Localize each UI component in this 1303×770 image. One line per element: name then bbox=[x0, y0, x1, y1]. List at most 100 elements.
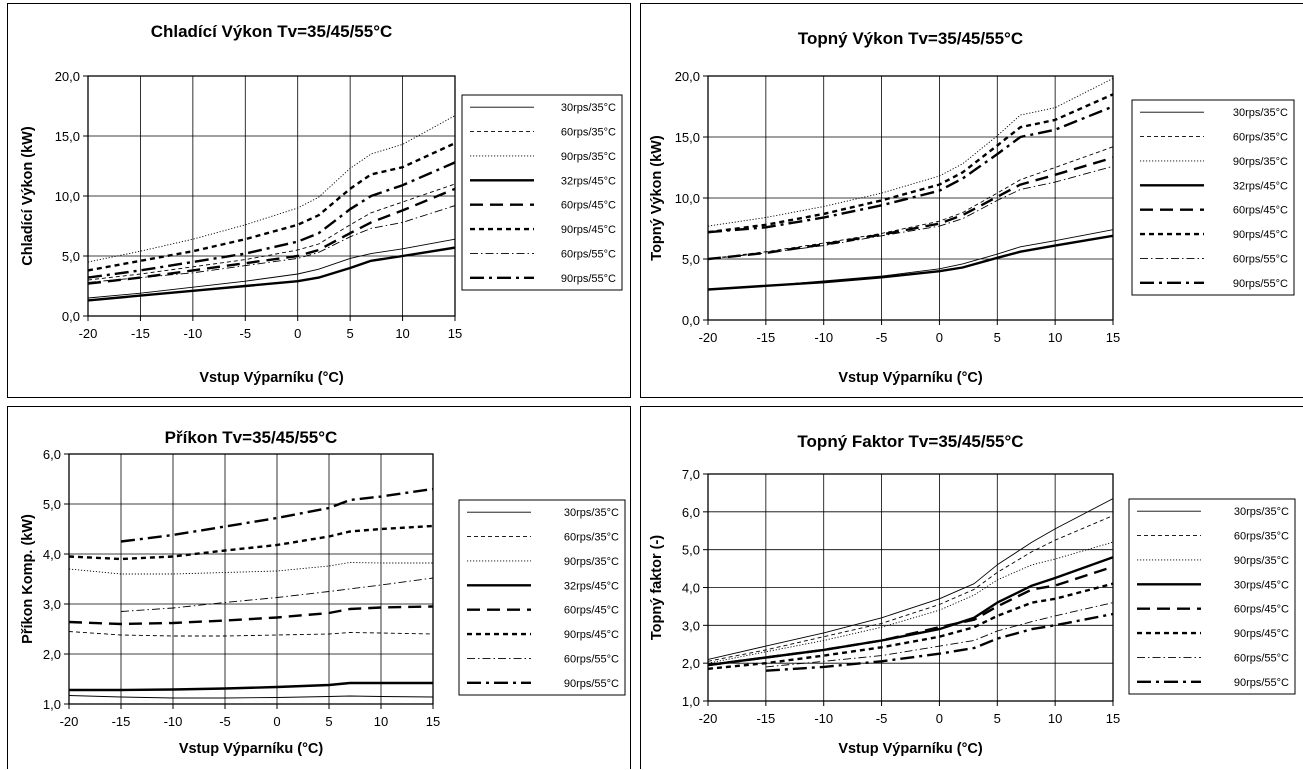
legend-label: 60rps/55°C bbox=[1234, 652, 1289, 664]
series-line-2 bbox=[88, 183, 455, 281]
x-tick-label: -15 bbox=[756, 711, 775, 726]
chart-title: Topný Výkon Tv=35/45/55°C bbox=[798, 29, 1023, 48]
x-tick-label: 5 bbox=[994, 330, 1001, 345]
legend-label: 90rps/55°C bbox=[1234, 677, 1289, 689]
y-tick-label: 1,0 bbox=[43, 697, 61, 712]
legend-label: 60rps/55°C bbox=[1233, 253, 1288, 265]
chart-heating-capacity: Topný Výkon Tv=35/45/55°C -20 -15 -10 -5 0 5 10… bbox=[649, 29, 1295, 386]
legend-label: 90rps/55°C bbox=[1233, 278, 1288, 290]
legend-label: 30rps/35°C bbox=[564, 507, 619, 519]
x-tick-label: 15 bbox=[1106, 330, 1120, 345]
x-tick-label: -20 bbox=[699, 330, 718, 345]
chart-panel-power-input: Příkon Tv=35/45/55°C -20 -15 -10 -5 0 5 10 15 1,0… bbox=[7, 406, 631, 769]
x-tick-label: 15 bbox=[426, 714, 440, 729]
legend-label: 90rps/45°C bbox=[564, 629, 619, 641]
chart-title: Chladící Výkon Tv=35/45/55°C bbox=[151, 22, 393, 41]
x-axis-label: Vstup Výparníku (°C) bbox=[199, 370, 344, 386]
legend-label: 90rps/35°C bbox=[1234, 555, 1289, 567]
x-tick-label: -10 bbox=[164, 714, 183, 729]
legend-label: 60rps/55°C bbox=[564, 653, 619, 665]
x-tick-label: 10 bbox=[1048, 711, 1062, 726]
legend-label: 30rps/35°C bbox=[561, 102, 616, 114]
chart-panel-cooling-capacity: Chladící Výkon Tv=35/45/55°C -20 -15 -10 -5 0… bbox=[7, 3, 631, 398]
y-tick-label: 5,0 bbox=[43, 497, 61, 512]
series-line-6 bbox=[708, 93, 1113, 234]
legend-box bbox=[461, 94, 623, 291]
legend-label: 90rps/45°C bbox=[1233, 229, 1288, 241]
chart-cop: Topný Faktor Tv=35/45/55°C -20 -15 -10 -5 0 5 1… bbox=[649, 432, 1296, 757]
x-tick-label: 10 bbox=[395, 326, 409, 341]
x-tick-label: 0 bbox=[273, 714, 280, 729]
x-tick-label: -20 bbox=[79, 326, 98, 341]
x-tick-label: -5 bbox=[876, 711, 888, 726]
series-line-4 bbox=[708, 556, 1113, 667]
series-line-3 bbox=[708, 77, 1113, 227]
legend-label: 60rps/45°C bbox=[561, 200, 616, 212]
x-tick-label: -20 bbox=[60, 714, 79, 729]
legend-label: 60rps/35°C bbox=[1233, 132, 1288, 144]
y-tick-label: 4,0 bbox=[682, 581, 700, 596]
x-tick-label: 0 bbox=[936, 330, 943, 345]
chart-panel-cop: Topný Faktor Tv=35/45/55°C -20 -15 -10 -5 0 5 1… bbox=[640, 406, 1303, 769]
y-tick-label: 0,0 bbox=[62, 309, 80, 324]
x-tick-label: -20 bbox=[699, 711, 718, 726]
x-tick-label: -5 bbox=[219, 714, 231, 729]
x-tick-label: 5 bbox=[994, 711, 1001, 726]
series-line-5 bbox=[708, 156, 1113, 261]
series-line-6 bbox=[88, 142, 455, 272]
x-axis-label: Vstup Výparníku (°C) bbox=[838, 741, 983, 757]
series-line-2 bbox=[708, 515, 1113, 662]
series-line-5 bbox=[708, 565, 1113, 667]
y-tick-label: 5,0 bbox=[62, 249, 80, 264]
legend-label: 90rps/35°C bbox=[564, 556, 619, 568]
series-line-1 bbox=[708, 498, 1113, 660]
y-tick-label: 15,0 bbox=[675, 130, 700, 145]
x-axis-label: Vstup Výparníku (°C) bbox=[179, 741, 324, 757]
x-tick-label: 10 bbox=[374, 714, 388, 729]
y-tick-label: 1,0 bbox=[682, 694, 700, 709]
y-tick-label: 7,0 bbox=[682, 467, 700, 482]
chart-power-input: Příkon Tv=35/45/55°C -20 -15 -10 -5 0 5 10 15 1,0… bbox=[20, 428, 626, 757]
y-tick-label: 3,0 bbox=[43, 597, 61, 612]
x-tick-label: -5 bbox=[240, 326, 252, 341]
plot-frame bbox=[68, 453, 434, 705]
legend-label: 90rps/35°C bbox=[1233, 156, 1288, 168]
legend-label: 30rps/45°C bbox=[1234, 579, 1289, 591]
chart-cooling-capacity: Chladící Výkon Tv=35/45/55°C -20 -15 -10 -5 0… bbox=[20, 22, 623, 386]
x-tick-label: -10 bbox=[814, 330, 833, 345]
chart-title: Topný Faktor Tv=35/45/55°C bbox=[797, 432, 1023, 451]
y-tick-label: 5,0 bbox=[682, 252, 700, 267]
x-tick-label: 0 bbox=[294, 326, 301, 341]
legend-label: 32rps/45°C bbox=[1233, 180, 1288, 192]
legend-box bbox=[1128, 498, 1296, 695]
y-tick-label: 0,0 bbox=[682, 313, 700, 328]
y-tick-label: 2,0 bbox=[682, 656, 700, 671]
series-line-2 bbox=[708, 146, 1113, 260]
y-tick-label: 2,0 bbox=[43, 647, 61, 662]
legend-label: 60rps/35°C bbox=[1234, 531, 1289, 543]
x-tick-label: -5 bbox=[876, 330, 888, 345]
legend-label: 60rps/35°C bbox=[561, 127, 616, 139]
y-tick-label: 6,0 bbox=[43, 447, 61, 462]
series-line-7 bbox=[765, 602, 1113, 668]
y-tick-label: 10,0 bbox=[675, 191, 700, 206]
x-tick-label: -15 bbox=[756, 330, 775, 345]
series-line-7 bbox=[88, 205, 455, 283]
legend-label: 90rps/55°C bbox=[564, 678, 619, 690]
series-line-3 bbox=[88, 115, 455, 263]
x-tick-label: 5 bbox=[347, 326, 354, 341]
y-axis-label: Chladící Výkon (kW) bbox=[20, 126, 36, 266]
series-line-1 bbox=[88, 238, 455, 299]
legend-label: 90rps/35°C bbox=[561, 151, 616, 163]
series-line-4 bbox=[708, 234, 1113, 291]
legend-label: 30rps/35°C bbox=[1233, 107, 1288, 119]
legend-label: 90rps/45°C bbox=[561, 224, 616, 236]
x-tick-label: 5 bbox=[325, 714, 332, 729]
x-tick-label: -10 bbox=[814, 711, 833, 726]
x-tick-label: -15 bbox=[112, 714, 131, 729]
legend-label: 60rps/55°C bbox=[561, 248, 616, 260]
series-line-7 bbox=[120, 577, 433, 612]
y-tick-label: 15,0 bbox=[55, 129, 80, 144]
legend-label: 90rps/55°C bbox=[561, 273, 616, 285]
series-line-4 bbox=[88, 246, 455, 302]
